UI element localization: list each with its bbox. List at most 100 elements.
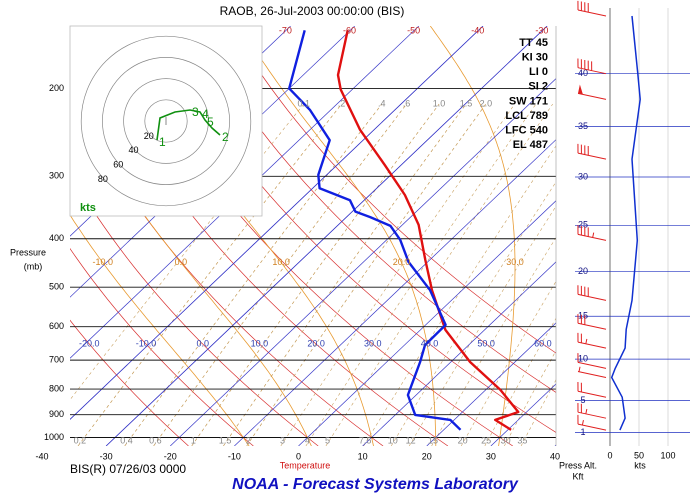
x-tick-label: -40 xyxy=(35,451,48,461)
stability-index: SI 2 xyxy=(528,81,548,93)
mixing-ratio-line xyxy=(325,103,553,446)
hodograph-height-label: 1 xyxy=(159,135,166,149)
hodograph-ring xyxy=(123,78,209,164)
x-tick-label: -30 xyxy=(100,451,113,461)
top-isotherm-label: -50 xyxy=(407,25,420,35)
speed-axis-label: kts xyxy=(634,460,646,470)
stability-index: KI 30 xyxy=(522,52,548,64)
alt-axis-units: Kft xyxy=(572,471,584,481)
y-tick-label: 1000 xyxy=(44,432,64,442)
dewpoint-profile xyxy=(288,29,462,431)
wind-speed-line xyxy=(610,15,641,431)
moist-adiabat xyxy=(239,26,437,446)
mixing-ratio-line xyxy=(124,103,383,446)
dry-adiabat-label: 20.0 xyxy=(307,338,325,348)
barb-staff xyxy=(577,225,607,241)
stability-index: SW 171 xyxy=(509,95,548,107)
mixing-ratio-label: 25 xyxy=(481,435,491,445)
wind-barb xyxy=(577,353,607,369)
x-tick-label: 10 xyxy=(358,451,368,461)
dry-adiabat-label: -20.0 xyxy=(79,338,100,348)
wind-barb xyxy=(577,58,607,75)
dry-adiabat-label: 0.0 xyxy=(196,338,209,348)
isotherm xyxy=(70,26,355,298)
wind-barb xyxy=(577,225,607,241)
mixing-ratio-line xyxy=(363,145,556,446)
stability-index: LI 0 xyxy=(529,66,548,78)
dry-adiabat-label: 30.0 xyxy=(364,338,382,348)
mixing-ratio-label: 0.2 xyxy=(74,435,87,445)
mixing-ratio-label: 3 xyxy=(280,435,285,445)
x-axis-label: Temperature xyxy=(280,460,331,470)
alt-tick-label: 30 xyxy=(578,171,588,181)
barb-pennant xyxy=(578,84,583,95)
x-tick-label: 40 xyxy=(550,451,560,461)
stability-index: EL 487 xyxy=(513,139,548,151)
wind-barb xyxy=(577,381,607,398)
mixing-ratio-label: 30 xyxy=(501,435,511,445)
speed-tick-label: 100 xyxy=(660,450,675,460)
mixing-ratio-label: 35 xyxy=(517,435,527,445)
moist-adiabat xyxy=(70,214,250,446)
mixing-ratio-label: 12 xyxy=(406,435,416,445)
alt-tick-label: 15 xyxy=(578,311,588,321)
mixing-ratio-label: 2.0 xyxy=(480,98,493,108)
mixing-ratio-line xyxy=(223,103,467,446)
barb-staff xyxy=(577,402,607,419)
y-tick-label: 900 xyxy=(49,409,64,419)
mixing-ratio-label: 0.6 xyxy=(149,435,162,445)
dry-adiabat xyxy=(70,172,319,446)
x-tick-label: -20 xyxy=(164,451,177,461)
mixing-ratio-label: 10 xyxy=(388,435,398,445)
mixing-ratio-label: 0.1 xyxy=(298,98,311,108)
stability-index: LCL 789 xyxy=(505,110,548,122)
alt-tick-label: 10 xyxy=(578,354,588,364)
barb-staff xyxy=(577,381,607,398)
isotherm xyxy=(170,78,556,446)
top-isotherm-label: -30 xyxy=(535,25,548,35)
moist-adiabat-label: 20.0 xyxy=(393,257,411,267)
mixing-ratio-label: 1.5 xyxy=(219,435,232,445)
mixing-ratio-line xyxy=(280,103,515,446)
mixing-ratio-label: 20 xyxy=(458,435,468,445)
barb-staff xyxy=(577,366,607,378)
barb-staff xyxy=(577,332,607,349)
mixing-ratio-label: 4 xyxy=(305,435,310,445)
mixing-ratio-label: 1.5 xyxy=(460,98,473,108)
dry-adiabat-label: -10.0 xyxy=(136,338,157,348)
hodograph-ring-label: 20 xyxy=(144,131,154,141)
y-axis-units: (mb) xyxy=(24,261,43,271)
speed-tick-label: 50 xyxy=(634,450,644,460)
y-tick-label: 400 xyxy=(49,233,64,243)
mixing-ratio-label: 1 xyxy=(191,435,196,445)
overlay: -20.0 -10.0 0.0 10.0 20.0 30.0 40.0 50.0 60.0-10… xyxy=(35,25,560,461)
moist-adiabat xyxy=(429,26,516,446)
barb-staff xyxy=(577,414,607,431)
x-tick-label: -10 xyxy=(228,451,241,461)
top-isotherm-label: -40 xyxy=(471,25,484,35)
hodograph-ring xyxy=(80,35,252,207)
mixing-ratio-label: 5 xyxy=(325,435,330,445)
alt-tick-label: 40 xyxy=(578,68,588,78)
y-tick-label: 600 xyxy=(49,321,64,331)
barb-staff xyxy=(577,143,607,160)
moist-adiabat-label: -10.0 xyxy=(93,257,114,267)
wind-barb xyxy=(577,332,607,349)
x-tick-label: 0 xyxy=(296,451,301,461)
hodograph-ring-label: 60 xyxy=(113,160,123,170)
isotherm xyxy=(105,26,548,446)
wind-barb xyxy=(577,285,607,301)
stability-index: TT 45 xyxy=(519,37,548,49)
barb-staff xyxy=(577,285,607,301)
moist-adiabat-label: 10.0 xyxy=(272,257,290,267)
mixing-ratio-label: 15 xyxy=(428,435,438,445)
speed-tick-label: 0 xyxy=(607,450,612,460)
mixing-ratio-line xyxy=(520,379,556,446)
alt-tick-label: 35 xyxy=(578,121,588,131)
wind-barb xyxy=(577,314,607,330)
y-tick-label: 800 xyxy=(49,383,64,393)
alt-axis-label: Press Alt. xyxy=(559,460,597,470)
mixing-ratio-label: 0.4 xyxy=(120,435,133,445)
barb-staff xyxy=(577,92,607,100)
